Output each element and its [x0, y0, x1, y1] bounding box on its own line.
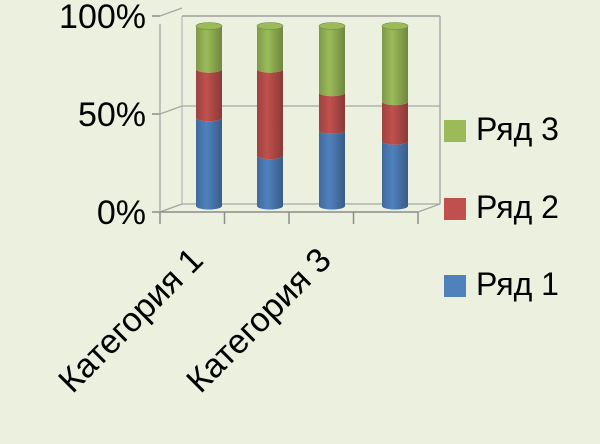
gridline-side-0 [159, 203, 183, 213]
bar-segment [382, 141, 408, 210]
legend-label: Ряд 3 [476, 111, 559, 147]
legend-swatch [444, 275, 466, 297]
bar-segment [319, 26, 345, 97]
bar-segment [319, 92, 345, 134]
bar-segment [257, 155, 283, 210]
bar-segment [382, 26, 408, 106]
legend-label: Ряд 2 [476, 189, 559, 225]
bars [195, 22, 409, 210]
gridline-side-50 [159, 105, 183, 115]
bar-segment [196, 26, 222, 73]
gridline-side-100 [159, 7, 183, 17]
side-wall [159, 16, 183, 213]
bar-cap [318, 22, 346, 30]
legend-swatch [444, 198, 466, 220]
bar-segment [319, 130, 345, 210]
floor-right-edge [417, 203, 441, 213]
bar-cap [195, 22, 223, 30]
axes [152, 15, 441, 224]
y-tick-label: 100% [59, 0, 146, 36]
legend-label: Ряд 1 [476, 266, 559, 302]
legend: Ряд 3 Ряд 2 Ряд 1 [444, 111, 559, 302]
y-tick-label: 0% [97, 194, 146, 232]
y-tick-labels: 0% 50% 100% [59, 0, 146, 232]
bar-segment [196, 117, 222, 210]
bar-cap [256, 22, 284, 30]
bar-segment [196, 69, 222, 122]
bar-segment [257, 26, 283, 73]
legend-swatch [444, 120, 466, 142]
bar-cap [381, 22, 409, 30]
y-tick-label: 50% [78, 96, 146, 134]
bar-segment [257, 69, 283, 160]
bar-segment [382, 101, 408, 145]
